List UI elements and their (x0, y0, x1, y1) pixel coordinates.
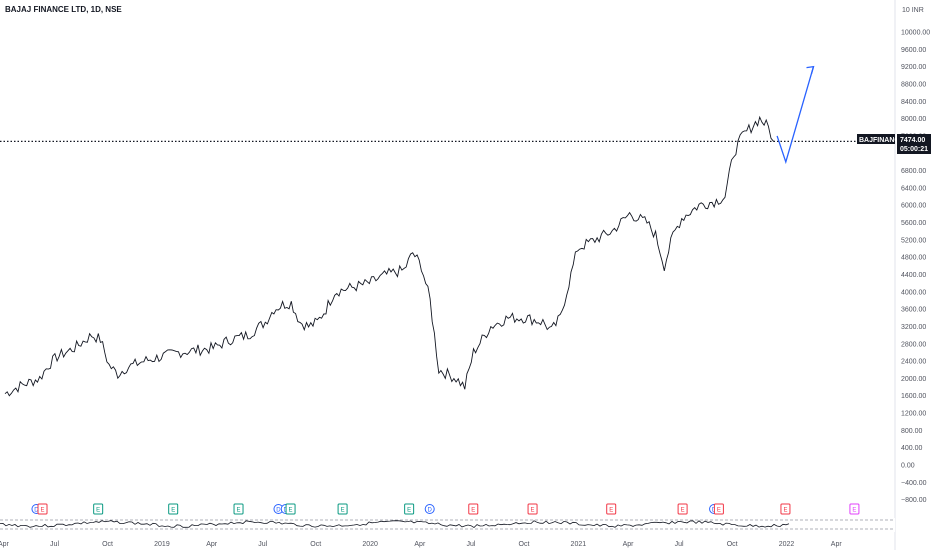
dividend-marker-label: D (276, 508, 281, 514)
price-series-line[interactable] (4, 115, 774, 397)
earnings-marker-label: E (531, 508, 535, 514)
earnings-marker[interactable] (849, 503, 860, 515)
y-tick-label: 6000.00 (901, 203, 926, 210)
projection-arrowhead (806, 65, 815, 74)
earnings-marker-label: E (609, 508, 613, 514)
y-tick-label: 5200.00 (901, 237, 926, 244)
y-tick-label: 9600.00 (901, 47, 926, 54)
projection-arrow (776, 65, 815, 165)
earnings-marker[interactable] (337, 503, 348, 515)
y-tick-label: 8000.00 (901, 116, 926, 123)
earnings-marker[interactable] (677, 503, 688, 515)
ticker-symbol: BAJFINANCE (859, 137, 904, 144)
y-tick-label: 3200.00 (901, 324, 926, 331)
earnings-marker-label: E (783, 508, 787, 514)
x-tick-label: Apr (206, 541, 218, 548)
earnings-marker-label: E (717, 508, 721, 514)
y-unit-label: 10 INR (902, 7, 924, 14)
y-tick-label: −400.00 (901, 480, 927, 487)
y-tick-label: 1600.00 (901, 393, 926, 400)
y-tick-label: 2400.00 (901, 359, 926, 366)
earnings-marker[interactable] (527, 503, 538, 515)
earnings-marker-label: E (681, 508, 685, 514)
earnings-marker[interactable] (780, 503, 791, 515)
earnings-marker[interactable] (468, 503, 479, 515)
x-tick-label: Oct (102, 541, 113, 548)
x-tick-label: 2021 (571, 541, 587, 548)
y-tick-label: 5600.00 (901, 220, 926, 227)
dividend-marker-label: D (34, 508, 39, 514)
x-tick-label: Jul (675, 541, 684, 548)
x-tick-label: 2019 (154, 541, 170, 548)
y-tick-label: 2000.00 (901, 376, 926, 383)
earnings-marker-label: E (289, 508, 293, 514)
y-tick-label: 8800.00 (901, 81, 926, 88)
earnings-marker[interactable] (606, 503, 617, 515)
ticker-tag: BAJFINANCE 7474.00 05:00:21 (857, 134, 931, 154)
earnings-marker-label: E (407, 508, 411, 514)
x-tick-label: 2020 (362, 541, 378, 548)
earnings-marker[interactable] (233, 503, 244, 515)
earnings-marker-label: E (41, 508, 45, 514)
y-tick-label: 0.00 (901, 463, 915, 470)
y-tick-label: 4400.00 (901, 272, 926, 279)
y-tick-label: 4000.00 (901, 289, 926, 296)
ticker-price: 7474.00 (900, 137, 925, 144)
earnings-marker-label: E (341, 508, 345, 514)
dividend-marker[interactable] (424, 504, 435, 514)
events-row[interactable]: DEEEEDDEEEDEEEEDEEE (31, 503, 860, 515)
x-tick-label: Apr (414, 541, 426, 548)
earnings-marker[interactable] (93, 503, 104, 515)
earnings-marker[interactable] (713, 503, 724, 515)
y-tick-label: −800.00 (901, 497, 927, 504)
projection-line (776, 66, 815, 165)
price-series[interactable] (4, 115, 774, 397)
earnings-marker-label: E (237, 508, 241, 514)
x-axis-ticks: Apr Jul Oct 2019 Apr Jul Oct 2020 Apr Jul Oct 2021 A… (0, 541, 842, 548)
earnings-marker-label: E (471, 508, 475, 514)
x-tick-label: Oct (727, 541, 738, 548)
y-tick-label: 800.00 (901, 428, 923, 435)
earnings-marker-label: E (852, 508, 856, 514)
chart-title: BAJAJ FINANCE LTD, 1D, NSE (5, 5, 122, 14)
ticker-symbol-box (857, 134, 895, 144)
earnings-marker-label: E (96, 508, 100, 514)
y-tick-label: 6800.00 (901, 168, 926, 175)
x-tick-label: Apr (0, 541, 10, 548)
y-tick-label: 4800.00 (901, 255, 926, 262)
x-tick-label: Apr (831, 541, 843, 548)
earnings-marker[interactable] (285, 503, 296, 515)
x-tick-label: Jul (258, 541, 267, 548)
earnings-marker[interactable] (37, 503, 48, 515)
y-tick-label: 9200.00 (901, 64, 926, 71)
x-tick-label: Oct (519, 541, 530, 548)
earnings-marker[interactable] (168, 503, 179, 515)
rsi-line (0, 520, 790, 529)
x-tick-label: Oct (310, 541, 321, 548)
ticker-countdown: 05:00:21 (900, 146, 928, 153)
earnings-marker[interactable] (404, 503, 415, 515)
dividend-marker-label: D (428, 508, 433, 514)
x-tick-label: Apr (623, 541, 635, 548)
x-tick-label: Jul (50, 541, 59, 548)
y-tick-label: 3600.00 (901, 307, 926, 314)
y-tick-label: 2800.00 (901, 341, 926, 348)
x-tick-label: 2022 (779, 541, 795, 548)
rsi-pane (0, 518, 895, 532)
y-tick-label: 400.00 (901, 445, 923, 452)
y-tick-label: 10000.00 (901, 30, 930, 37)
rsi-background (0, 518, 895, 532)
earnings-marker-label: E (171, 508, 175, 514)
x-tick-label: Jul (466, 541, 475, 548)
y-tick-label: 1200.00 (901, 411, 926, 418)
y-tick-label: 6400.00 (901, 185, 926, 192)
ticker-price-box (897, 134, 931, 154)
y-tick-label: 8400.00 (901, 99, 926, 106)
